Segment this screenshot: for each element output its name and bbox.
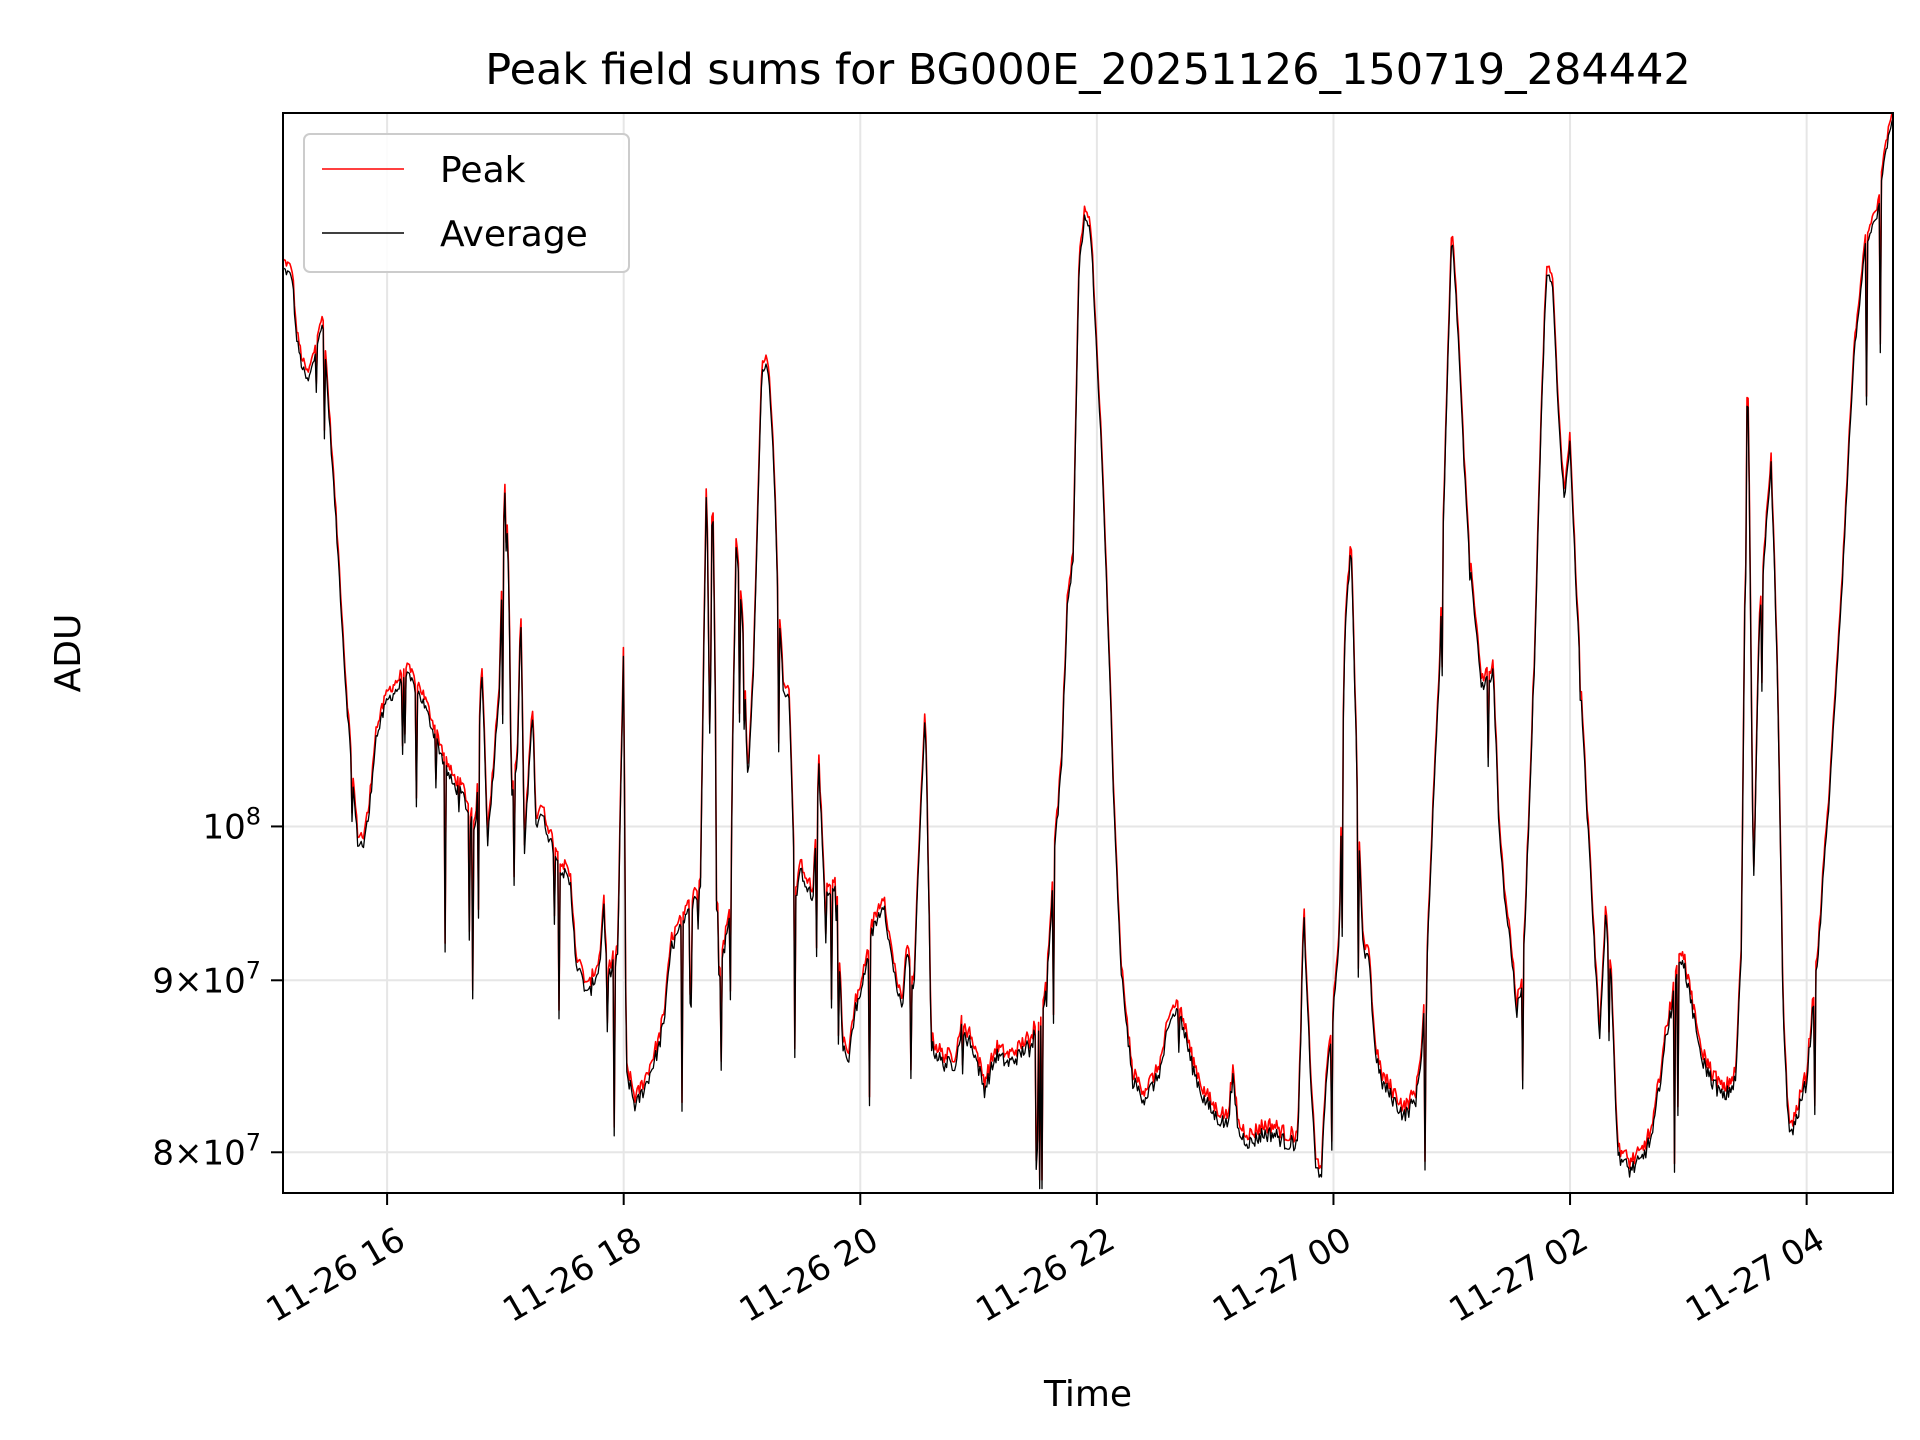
legend-peak-label: Peak [440,150,526,191]
y-axis-label: ADU [48,614,89,693]
series-peak-line [282,112,1893,1181]
x-axis-label: Time [1043,1374,1132,1415]
y-tick-label: 8×107 [152,1128,261,1173]
series-average-line [282,118,1894,1190]
y-tick-label: 9×107 [152,956,261,1001]
y-tick-label: 108 [202,802,261,847]
plot-frame [282,112,1894,1194]
grid [283,113,1893,1193]
legend: Peak Average [303,133,630,273]
chart-title: Peak field sums for BG000E_20251126_1507… [485,45,1691,95]
legend-average-label: Average [440,214,588,255]
series-layer [282,112,1894,1190]
y-axis-ticks: 8×107 9×107 108 [152,802,283,1173]
